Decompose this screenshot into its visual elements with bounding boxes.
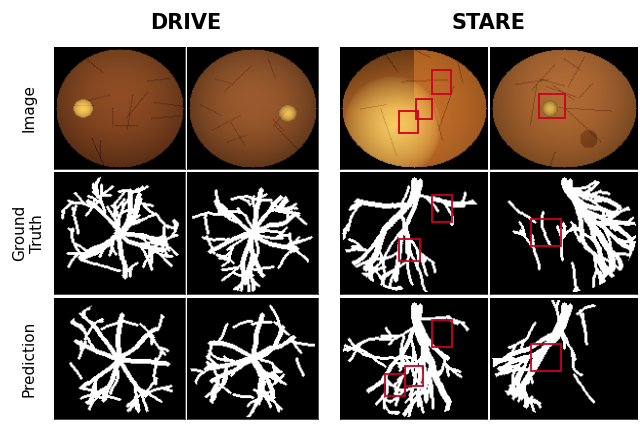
Bar <box>405 366 423 386</box>
Bar <box>415 99 432 119</box>
Bar <box>539 94 565 118</box>
Bar <box>385 374 405 395</box>
Text: STARE: STARE <box>451 13 525 33</box>
Bar <box>399 111 419 133</box>
Bar <box>531 219 561 246</box>
Text: Ground
Truth: Ground Truth <box>13 205 45 262</box>
Text: DRIVE: DRIVE <box>150 13 221 33</box>
Bar <box>399 239 420 261</box>
Bar <box>432 195 452 222</box>
Bar <box>432 320 452 347</box>
Bar <box>531 345 561 371</box>
Text: Image: Image <box>21 84 36 132</box>
Text: Prediction: Prediction <box>21 321 36 397</box>
Bar <box>432 69 451 94</box>
